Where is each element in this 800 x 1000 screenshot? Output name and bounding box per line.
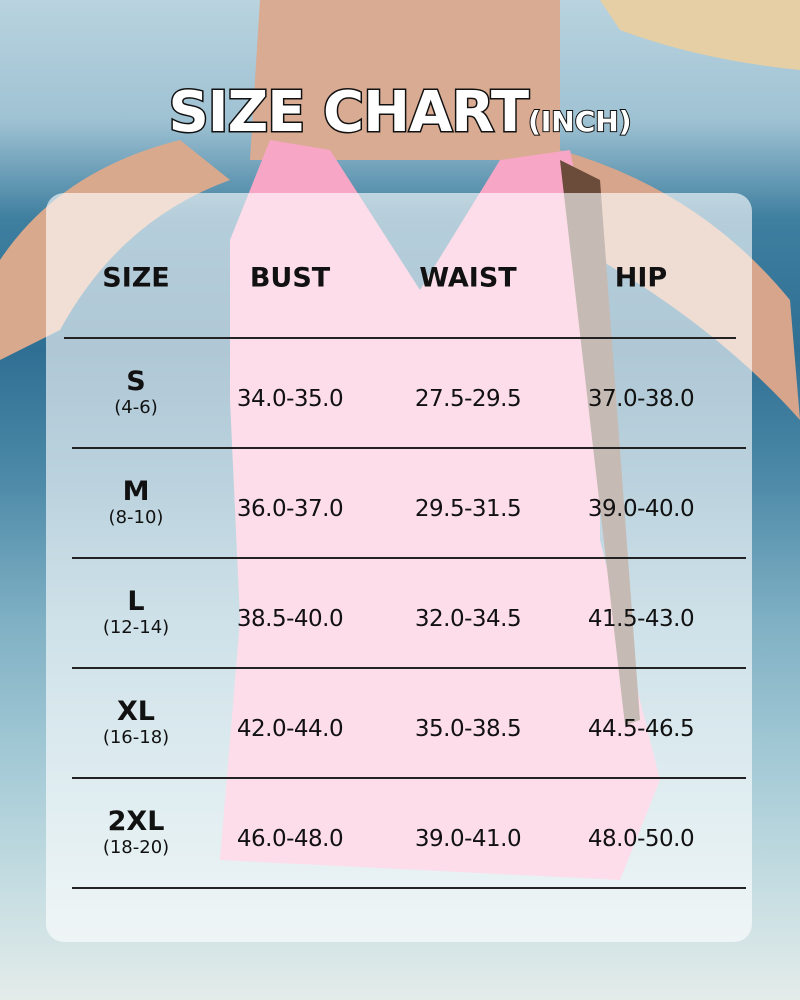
size-range: (18-20) [102,837,170,858]
title-main: SIZE CHART [167,79,531,147]
row-divider [72,777,746,779]
size-chart-title: SIZE CHART(INCH) [0,79,800,147]
waist-value: 27.5-29.5 [414,386,522,412]
size-cell: M (8-10) [109,477,164,529]
size-label: XL [116,696,156,727]
size-range: (12-14) [102,617,170,638]
header-waist: WAIST [419,262,517,294]
hip-value: 41.5-43.0 [587,606,695,632]
size-table-panel [46,193,752,942]
header-size: SIZE [102,262,170,294]
size-cell: S (4-6) [114,367,157,419]
hip-value: 48.0-50.0 [587,826,695,852]
size-range: (8-10) [108,507,164,528]
row-divider [72,667,746,669]
header-bust: BUST [249,262,331,294]
bust-value: 36.0-37.0 [236,496,344,522]
size-label: M [122,476,150,507]
size-cell: XL (16-18) [103,697,169,749]
size-cell: L (12-14) [103,587,169,639]
waist-value: 35.0-38.5 [414,716,522,742]
size-range: (4-6) [114,397,158,418]
row-divider [72,557,746,559]
row-divider [72,447,746,449]
waist-value: 29.5-31.5 [414,496,522,522]
hip-value: 37.0-38.0 [587,386,695,412]
hair [600,0,800,70]
size-range: (16-18) [102,727,170,748]
model-torso [250,0,560,160]
row-divider [72,887,746,889]
title-unit: (INCH) [527,104,632,139]
waist-value: 32.0-34.5 [414,606,522,632]
hip-value: 44.5-46.5 [587,716,695,742]
row-divider [64,337,736,339]
size-label: 2XL [107,806,165,837]
size-label: L [127,586,145,617]
header-hip: HIP [614,262,668,294]
hip-value: 39.0-40.0 [587,496,695,522]
waist-value: 39.0-41.0 [414,826,522,852]
size-label: S [126,366,146,397]
bust-value: 34.0-35.0 [236,386,344,412]
bust-value: 42.0-44.0 [236,716,344,742]
bust-value: 46.0-48.0 [236,826,344,852]
size-cell: 2XL (18-20) [103,807,169,859]
bust-value: 38.5-40.0 [236,606,344,632]
